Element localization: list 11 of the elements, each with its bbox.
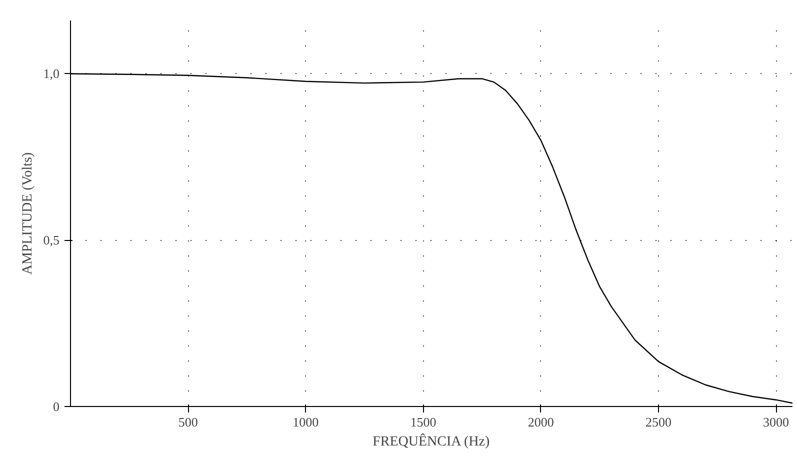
y-axis-title: AMPLITUDE (Volts) xyxy=(20,152,36,275)
x-tick-label: 500 xyxy=(178,414,198,430)
y-tick-label: 0 xyxy=(53,399,60,414)
x-tick-label: 1500 xyxy=(410,414,436,430)
x-tick-label: 1000 xyxy=(292,414,319,430)
x-tick-label: 3000 xyxy=(763,414,790,430)
x-tick-label: 2500 xyxy=(645,414,672,430)
x-axis-title: FREQUÊNCIA (Hz) xyxy=(372,432,490,450)
y-tick-label: 1,0 xyxy=(43,66,60,82)
x-tick-label: 2000 xyxy=(528,414,554,430)
y-tick-label: 0,5 xyxy=(43,232,60,248)
